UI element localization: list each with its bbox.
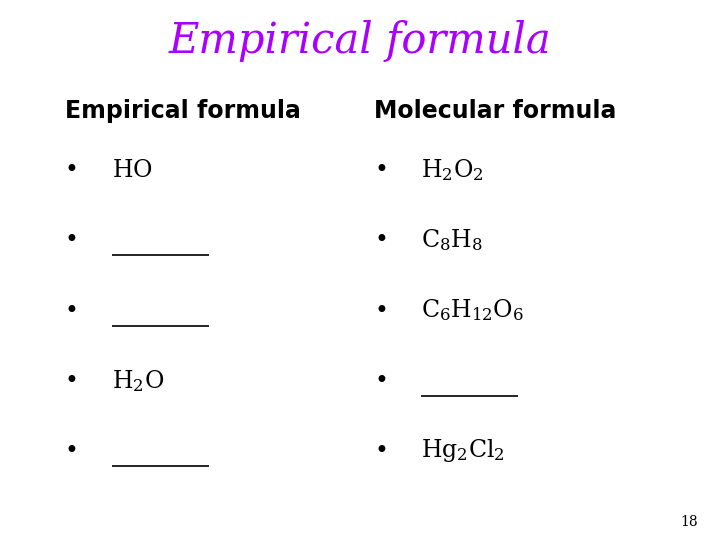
Text: •: • <box>374 158 388 182</box>
Text: •: • <box>65 228 78 252</box>
Text: Empirical formula: Empirical formula <box>65 99 301 123</box>
Text: $\mathrm{HO}$: $\mathrm{HO}$ <box>112 159 153 181</box>
Text: •: • <box>65 439 78 463</box>
Text: •: • <box>374 299 388 322</box>
Text: •: • <box>374 369 388 393</box>
Text: •: • <box>374 439 388 463</box>
Text: •: • <box>65 158 78 182</box>
Text: $\mathrm{C_6H_{12}O_6}$: $\mathrm{C_6H_{12}O_6}$ <box>421 298 524 323</box>
Text: Molecular formula: Molecular formula <box>374 99 617 123</box>
Text: 18: 18 <box>681 515 698 529</box>
Text: •: • <box>65 369 78 393</box>
Text: $\mathrm{C_8H_8}$: $\mathrm{C_8H_8}$ <box>421 227 483 253</box>
Text: •: • <box>65 299 78 322</box>
Text: Empirical formula: Empirical formula <box>168 19 552 62</box>
Text: $\mathrm{H_2O_2}$: $\mathrm{H_2O_2}$ <box>421 157 484 183</box>
Text: •: • <box>374 228 388 252</box>
Text: $\mathrm{H_2O}$: $\mathrm{H_2O}$ <box>112 368 163 394</box>
Text: $\mathrm{Hg_2Cl_2}$: $\mathrm{Hg_2Cl_2}$ <box>421 437 505 464</box>
